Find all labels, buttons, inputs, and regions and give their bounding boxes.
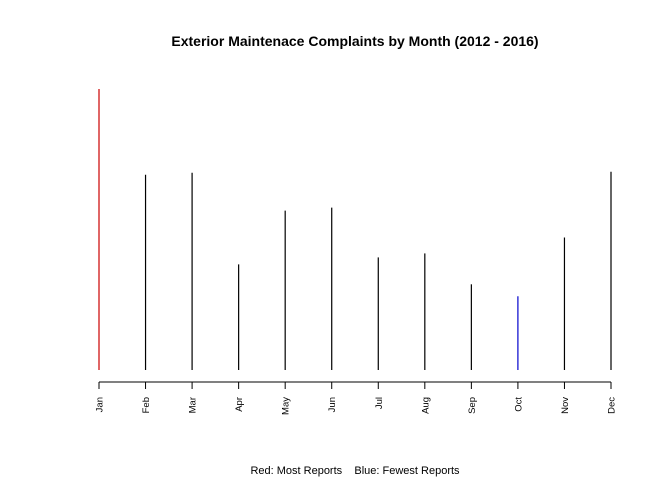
- chart-spikes: [98, 89, 612, 370]
- x-axis-tick-labels: Jan Feb Mar Apr May Jun Jul Aug Sep Oct Nov Dec: [95, 397, 618, 415]
- x-tick-label-apr: Apr: [234, 397, 245, 412]
- x-tick-label-jul: Jul: [374, 397, 385, 409]
- x-tick-label-oct: Oct: [513, 397, 524, 412]
- x-axis-ticks: [98, 382, 612, 389]
- x-tick-label-dec: Dec: [607, 397, 618, 414]
- chart-note: Red: Most Reports Blue: Fewest Reports: [250, 465, 460, 477]
- x-tick-label-mar: Mar: [188, 397, 199, 413]
- chart-title: Exterior Maintenace Complaints by Month …: [171, 33, 538, 49]
- x-tick-label-sep: Sep: [467, 397, 478, 414]
- x-tick-label-may: May: [281, 397, 292, 415]
- x-tick-label-feb: Feb: [141, 397, 152, 413]
- x-tick-label-jun: Jun: [327, 397, 338, 412]
- x-tick-label-nov: Nov: [560, 397, 571, 414]
- x-tick-label-jan: Jan: [95, 397, 106, 412]
- x-tick-label-aug: Aug: [420, 397, 431, 414]
- x-axis: Jan Feb Mar Apr May Jun Jul Aug Sep Oct Nov Dec: [95, 381, 618, 415]
